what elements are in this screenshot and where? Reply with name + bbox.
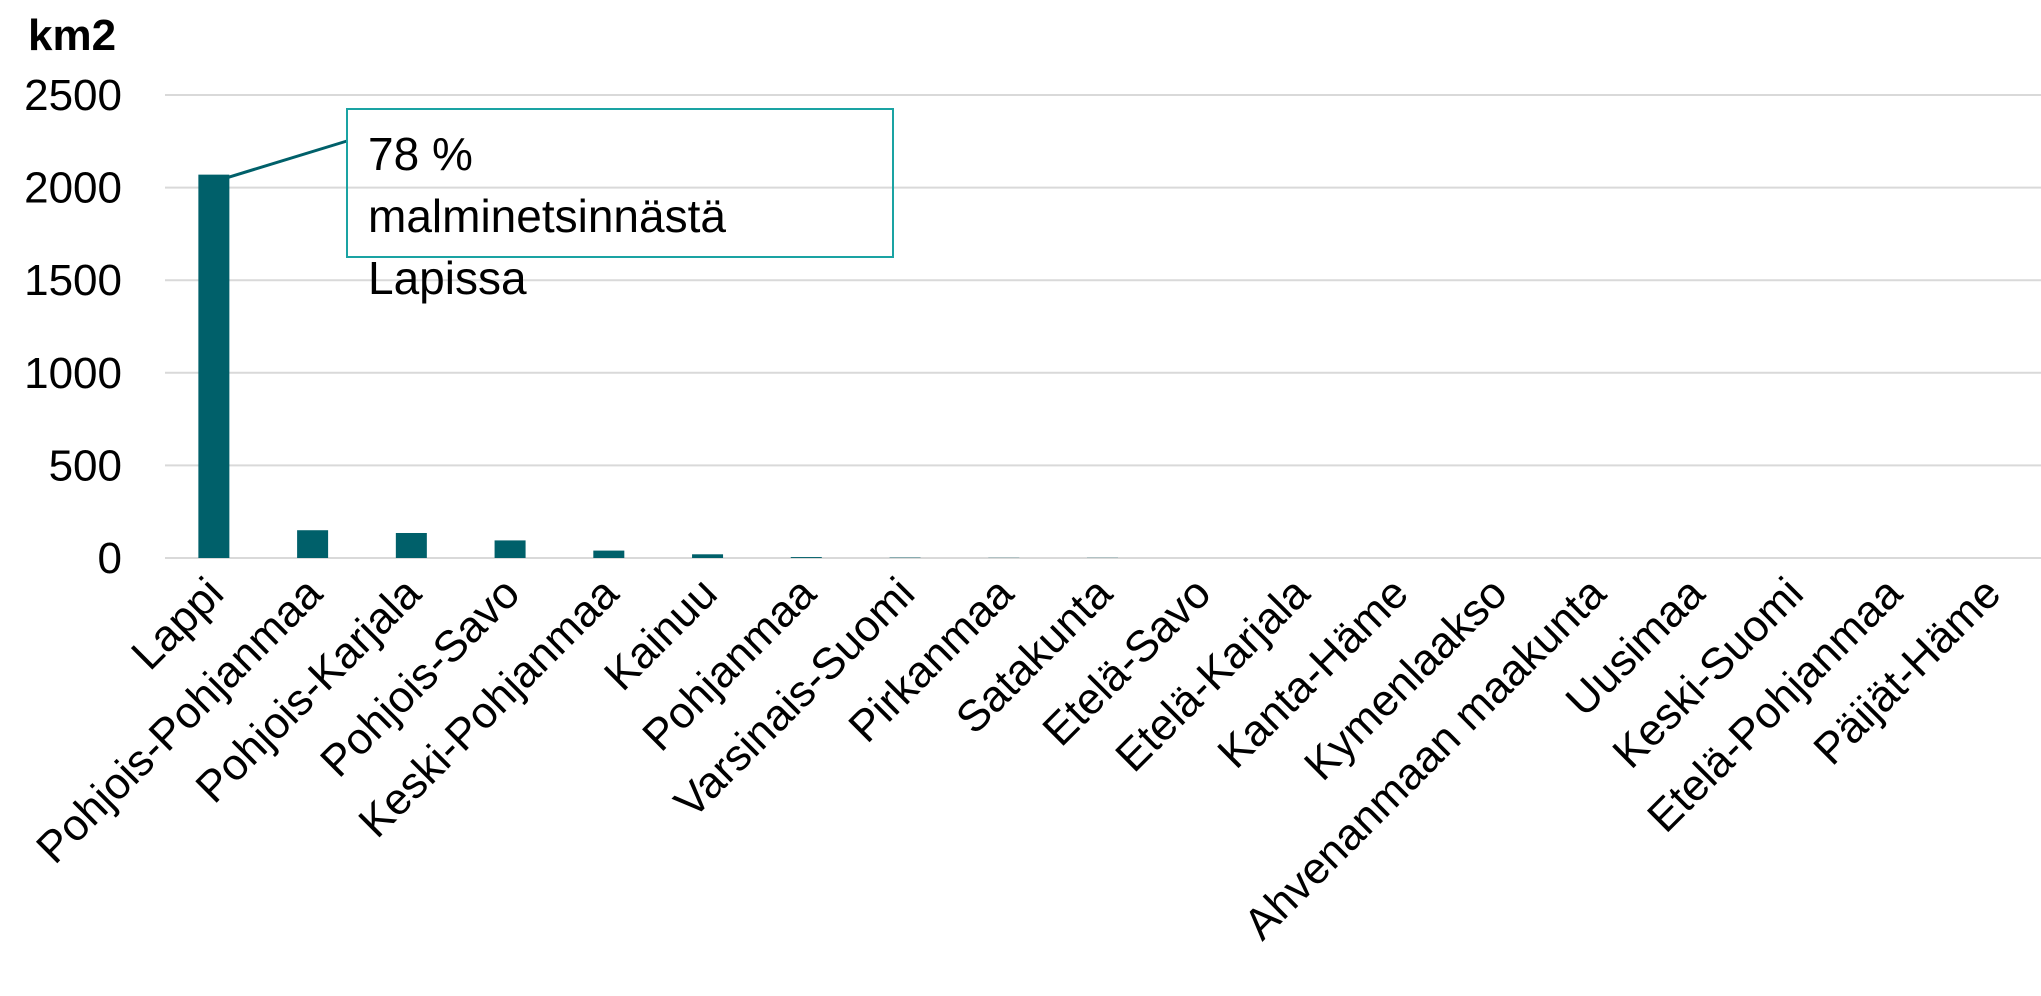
bar <box>593 550 625 558</box>
bar <box>198 174 230 559</box>
annotation-text-line: malminetsinnästä <box>368 190 726 242</box>
bar <box>297 530 329 558</box>
bars <box>198 174 1118 559</box>
y-tick-label: 2500 <box>24 71 122 120</box>
y-tick-label: 0 <box>98 534 122 583</box>
x-axis-categories: LappiPohjois-PohjanmaaPohjois-KarjalaPoh… <box>27 568 2010 949</box>
annotation: 78 % malminetsinnästä Lapissa <box>223 108 894 304</box>
annotation-text-line: 78 % <box>368 128 473 180</box>
y-axis-ticks: 0 500 1000 1500 2000 2500 <box>24 71 122 583</box>
annotation-box <box>346 108 894 258</box>
bar <box>395 532 427 558</box>
y-tick-label: 500 <box>49 441 122 490</box>
y-unit-label: km2 <box>28 11 116 60</box>
annotation-leader-line <box>223 139 348 181</box>
y-tick-label: 1000 <box>24 349 122 398</box>
annotation-text-line: Lapissa <box>368 252 527 304</box>
bar <box>790 557 822 558</box>
gridlines <box>165 94 2041 467</box>
y-tick-label: 1500 <box>24 256 122 305</box>
y-tick-label: 2000 <box>24 164 122 213</box>
bar <box>692 554 724 558</box>
bar <box>494 540 526 558</box>
